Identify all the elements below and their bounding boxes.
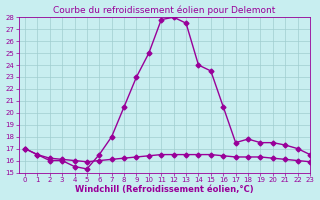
Title: Courbe du refroidissement éolien pour Delemont: Courbe du refroidissement éolien pour De… — [53, 6, 276, 15]
X-axis label: Windchill (Refroidissement éolien,°C): Windchill (Refroidissement éolien,°C) — [75, 185, 254, 194]
